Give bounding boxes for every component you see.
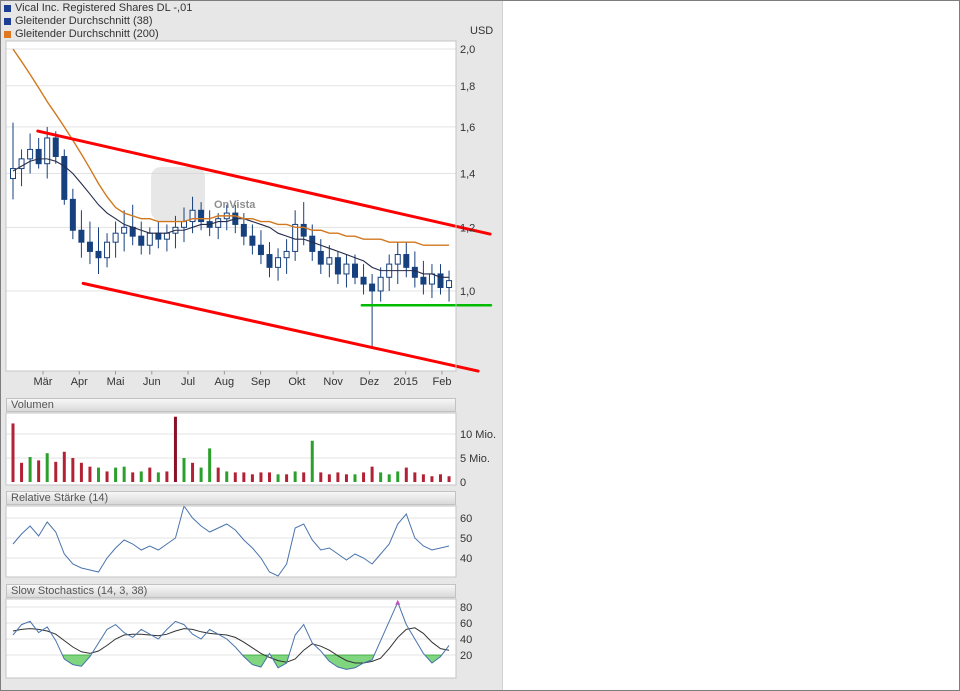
chart-legend: Vical Inc. Registered Shares DL -,01 Gle… [4, 2, 192, 41]
ma38-swatch [4, 18, 11, 25]
currency-axis-label: USD [470, 25, 494, 37]
svg-text:Mai: Mai [107, 376, 125, 388]
ma38-label: Gleitender Durchschnitt (38) [15, 15, 153, 27]
svg-text:1,4: 1,4 [460, 169, 475, 181]
stoch-peak-marker [395, 599, 401, 605]
stock-chart-canvas: OnVista 2,0 1,8 1,6 1,4 1,2 1,0 Mär Apr Mai Jun Jul… [5, 40, 496, 679]
svg-text:Dez: Dez [360, 376, 380, 388]
rsi-panel-title: Relative Stärke (14) [11, 492, 109, 504]
price-series-label: Vical Inc. Registered Shares DL -,01 [15, 2, 193, 14]
svg-text:Nov: Nov [323, 376, 343, 388]
onvista-watermark: OnVista [151, 167, 256, 221]
rsi-panel-header: Relative Stärke (14) [6, 491, 456, 505]
volume-panel-title: Volumen [11, 399, 54, 411]
stoch-panel-title: Slow Stochastics (14, 3, 38) [11, 585, 148, 597]
price-series-swatch [4, 5, 11, 12]
candlestick-series [10, 122, 453, 348]
rsi-panel: 60 50 40 [5, 504, 472, 578]
legend-item-ma200: Gleitender Durchschnitt (200) [4, 28, 192, 41]
stoch-panel-header: Slow Stochastics (14, 3, 38) [6, 584, 456, 598]
svg-text:2015: 2015 [393, 376, 417, 388]
stoch-signal-line [12, 627, 450, 664]
svg-text:80: 80 [460, 602, 472, 614]
lower-channel-line [81, 281, 480, 373]
svg-text:1,0: 1,0 [460, 286, 475, 298]
svg-text:50: 50 [460, 533, 472, 545]
svg-text:1,2: 1,2 [460, 222, 475, 234]
x-axis-labels: Mär Apr Mai Jun Jul Aug Sep Okt Nov Dez 2015 Feb [34, 371, 451, 388]
legend-item-ma38: Gleitender Durchschnitt (38) [4, 15, 192, 28]
price-panel: OnVista [5, 40, 493, 373]
svg-text:0: 0 [460, 477, 466, 489]
stoch-k-line [12, 600, 450, 670]
svg-text:Jun: Jun [143, 376, 161, 388]
svg-text:20: 20 [460, 650, 472, 662]
svg-text:Feb: Feb [432, 376, 451, 388]
volume-bars [11, 416, 451, 482]
svg-text:60: 60 [460, 513, 472, 525]
volume-panel-header: Volumen [6, 398, 456, 412]
svg-text:1,8: 1,8 [460, 81, 475, 93]
svg-text:5 Mio.: 5 Mio. [460, 453, 490, 465]
svg-text:60: 60 [460, 618, 472, 630]
svg-text:Aug: Aug [215, 376, 235, 388]
upper-channel-line [36, 129, 492, 236]
svg-text:Okt: Okt [288, 376, 305, 388]
ma200-swatch [4, 31, 11, 38]
ma200-label: Gleitender Durchschnitt (200) [15, 28, 159, 40]
stochastics-panel: 80 60 40 20 [5, 598, 472, 679]
svg-text:Apr: Apr [71, 376, 88, 388]
chart-area: OnVista 2,0 1,8 1,6 1,4 1,2 1,0 Mär Apr Mai Jun Jul… [1, 1, 503, 690]
svg-text:Sep: Sep [251, 376, 271, 388]
ma200-line [12, 48, 450, 246]
price-axis-labels: 2,0 1,8 1,6 1,4 1,2 1,0 [460, 44, 475, 298]
svg-text:40: 40 [460, 553, 472, 565]
svg-text:10 Mio.: 10 Mio. [460, 429, 496, 441]
svg-text:Mär: Mär [34, 376, 53, 388]
ma38-line [12, 158, 450, 278]
svg-text:2,0: 2,0 [460, 44, 475, 56]
volume-panel: 10 Mio. 5 Mio. 0 [5, 412, 496, 489]
svg-text:1,6: 1,6 [460, 122, 475, 134]
rsi-line [12, 504, 450, 577]
svg-text:40: 40 [460, 634, 472, 646]
svg-text:Jul: Jul [181, 376, 195, 388]
legend-item-price-series: Vical Inc. Registered Shares DL -,01 [4, 2, 192, 15]
